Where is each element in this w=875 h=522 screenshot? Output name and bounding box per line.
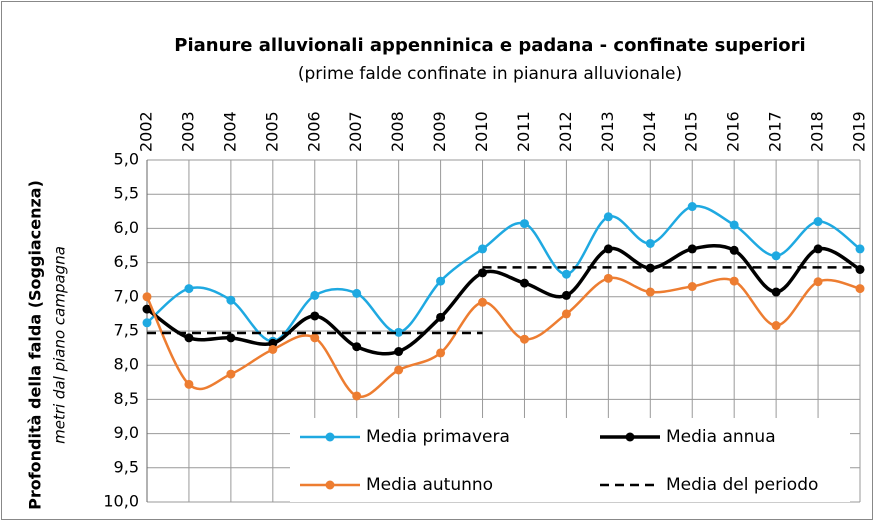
point xyxy=(771,251,781,261)
x-tick-label: 2007 xyxy=(346,111,365,152)
point xyxy=(436,312,446,322)
point xyxy=(352,342,362,352)
point xyxy=(645,287,655,297)
x-tick-label: 2015 xyxy=(682,111,701,152)
x-tick-label: 2016 xyxy=(724,111,743,152)
point xyxy=(142,318,152,328)
point xyxy=(603,212,613,222)
point xyxy=(519,334,529,344)
x-tick-label: 2011 xyxy=(514,111,533,152)
point xyxy=(436,348,446,358)
x-tick-label: 2019 xyxy=(850,111,869,152)
y-tick-label: 10,0 xyxy=(103,492,139,511)
point xyxy=(561,269,571,279)
x-tick-label: 2012 xyxy=(556,111,575,152)
legend-label: Media autunno xyxy=(366,475,493,495)
x-tick-label: 2014 xyxy=(640,111,659,152)
point xyxy=(436,276,446,286)
point xyxy=(687,244,697,254)
y-tick-label: 6,0 xyxy=(114,218,139,237)
point xyxy=(184,379,194,389)
point xyxy=(184,333,194,343)
x-tick-label: 2008 xyxy=(388,111,407,152)
chart-title: Pianure alluvionali appenninica e padana… xyxy=(174,35,805,56)
point xyxy=(645,238,655,248)
point xyxy=(394,365,404,375)
point xyxy=(226,333,236,343)
point xyxy=(771,287,781,297)
x-tick-label: 2006 xyxy=(304,111,323,152)
point xyxy=(184,284,194,294)
point xyxy=(813,244,823,254)
y-tick-label: 6,5 xyxy=(114,252,139,271)
point xyxy=(603,273,613,283)
point xyxy=(519,278,529,288)
chart-subtitle: (prime falde confinate in pianura alluvi… xyxy=(298,64,682,84)
point xyxy=(142,292,152,302)
y-tick-label: 9,0 xyxy=(114,423,139,442)
y-tick-label: 7,5 xyxy=(114,321,139,340)
point xyxy=(142,304,152,314)
point xyxy=(478,297,488,307)
x-tick-label: 2013 xyxy=(598,111,617,152)
point xyxy=(310,333,320,343)
legend-marker xyxy=(325,432,335,442)
x-tick-label: 2002 xyxy=(137,111,156,152)
legend-label: Media annua xyxy=(666,427,776,447)
point xyxy=(226,295,236,305)
point xyxy=(603,244,613,254)
point xyxy=(226,369,236,379)
legend-bg xyxy=(290,418,850,502)
point xyxy=(855,244,865,254)
point xyxy=(268,344,278,354)
x-tick-label: 2018 xyxy=(808,111,827,152)
point xyxy=(813,277,823,287)
y-tick-label: 9,5 xyxy=(114,457,139,476)
point xyxy=(268,338,278,348)
y-tick-label: 5,0 xyxy=(114,150,139,169)
x-tick-label: 2010 xyxy=(472,111,491,152)
legend-label: Media del periodo xyxy=(666,475,818,495)
point xyxy=(729,276,739,286)
x-tick-label: 2003 xyxy=(178,111,197,152)
point xyxy=(729,245,739,255)
legend: Media primavera Media annua Media autunno M… xyxy=(290,418,850,502)
y-tick-label: 7,0 xyxy=(114,286,139,305)
point xyxy=(729,220,739,230)
point xyxy=(771,321,781,331)
point xyxy=(519,219,529,229)
point xyxy=(310,311,320,321)
legend-label: Media primavera xyxy=(366,427,510,447)
point xyxy=(687,282,697,292)
legend-marker xyxy=(325,480,335,490)
point xyxy=(561,290,571,300)
x-tick-label: 2009 xyxy=(430,111,449,152)
legend-marker xyxy=(625,432,635,442)
point xyxy=(394,327,404,337)
y-tick-label: 8,5 xyxy=(114,389,139,408)
point xyxy=(478,268,488,278)
y-tick-label: 8,0 xyxy=(114,355,139,374)
y-axis-label: Profondità della falda (Soggiacenza) xyxy=(26,180,45,510)
y-axis-sublabel: metri dal piano campagna xyxy=(51,246,69,444)
point xyxy=(394,347,404,357)
point xyxy=(855,284,865,294)
point xyxy=(352,391,362,401)
point xyxy=(352,288,362,298)
x-tick-label: 2004 xyxy=(220,111,239,152)
x-tick-label: 2005 xyxy=(262,111,281,152)
line xyxy=(145,276,861,398)
y-tick-label: 5,5 xyxy=(114,184,139,203)
point xyxy=(478,244,488,254)
x-tick-label: 2017 xyxy=(766,111,785,152)
point xyxy=(310,290,320,300)
point xyxy=(561,309,571,319)
point xyxy=(813,217,823,227)
point xyxy=(687,202,697,212)
